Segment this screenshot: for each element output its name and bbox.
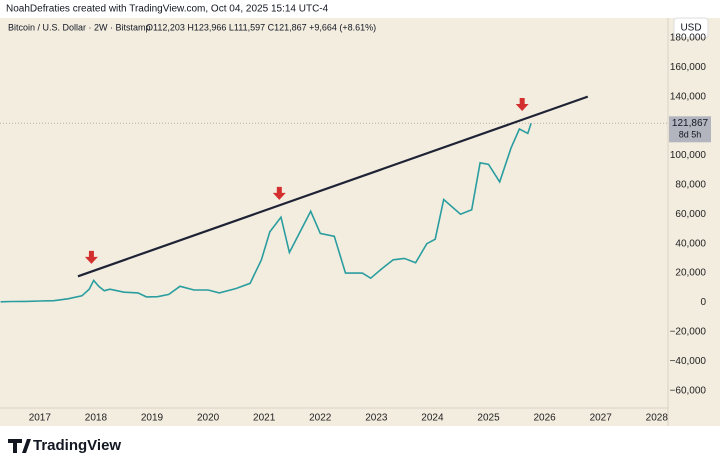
x-tick-label: 2020 [197, 413, 220, 424]
y-tick-label: 180,000 [670, 32, 707, 43]
brand-logo [8, 439, 31, 453]
x-tick-label: 2018 [85, 413, 108, 424]
y-tick-label: −60,000 [670, 385, 707, 396]
x-tick-label: 2025 [477, 413, 500, 424]
price-line [0, 123, 532, 303]
currency-button[interactable] [673, 17, 709, 39]
y-tick-label: 160,000 [670, 62, 707, 73]
y-tick-label: −40,000 [670, 356, 707, 367]
arrow-marker [84, 250, 98, 264]
x-tick-label: 2024 [421, 413, 444, 424]
x-tick-label: 2022 [309, 413, 332, 424]
x-tick-label: 2019 [141, 413, 164, 424]
y-tick-label: 20,000 [675, 268, 706, 279]
legend: Bitcoin / U.S. Dollar · 2W · Bitstamp [8, 22, 151, 32]
y-tick-label: −20,000 [670, 326, 707, 337]
arrow-marker [272, 186, 286, 200]
x-tick-label: 2021 [253, 413, 276, 424]
y-tick-label: 60,000 [675, 209, 706, 220]
y-tick-label: 0 [700, 297, 706, 308]
x-tick-label: 2028 [646, 413, 669, 424]
brand: TradingView [33, 437, 121, 454]
header: NoahDefraties created with TradingView.c… [6, 4, 329, 15]
arrow-marker [515, 97, 529, 111]
last-price-box [669, 116, 711, 143]
y-tick-label: 140,000 [670, 91, 707, 102]
trendline [77, 95, 589, 278]
countdown: 8d 5h [679, 130, 702, 140]
x-tick-label: 2017 [29, 413, 52, 424]
y-tick-label: 80,000 [675, 179, 706, 190]
y-tick-label: 40,000 [675, 238, 706, 249]
x-tick-label: 2023 [365, 413, 388, 424]
x-tick-label: 2027 [590, 413, 613, 424]
last-price-label: 121,867 [672, 118, 709, 129]
y-tick-label: 100,000 [670, 150, 707, 161]
x-tick-label: 2026 [533, 413, 556, 424]
currency-label[interactable]: USD [680, 23, 701, 34]
chart-panel [0, 18, 720, 426]
plot: −60,000 −40,000 −20,000 0 20,000 40,000 60,000… [0, 32, 711, 424]
ohlc: O112,203 H123,966 L111,597 C121,867 +9,6… [146, 22, 376, 32]
